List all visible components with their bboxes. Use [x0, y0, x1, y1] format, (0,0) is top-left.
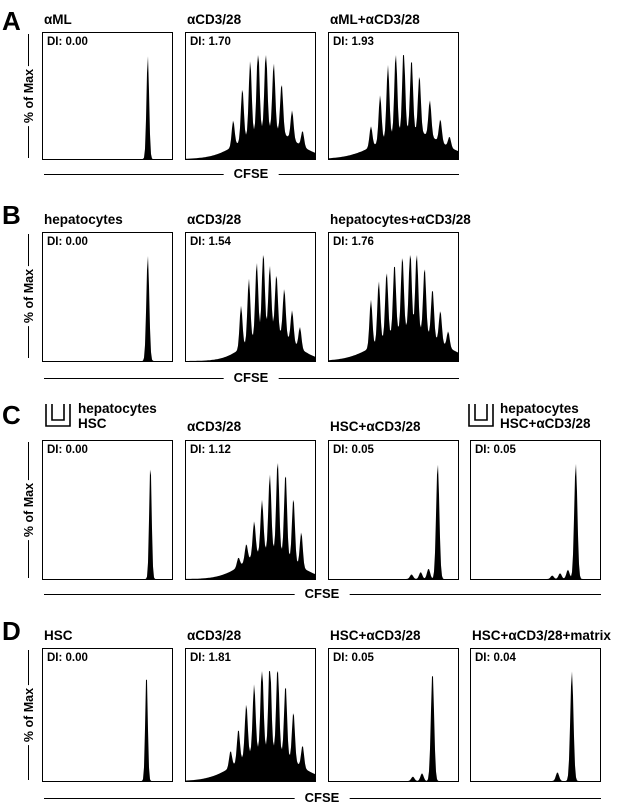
- y-axis-text: % of Max: [22, 479, 36, 541]
- plot-title: αML: [44, 12, 72, 27]
- panel-b: B hepatocytes αCD3/28 hepatocytes+αCD3/2…: [0, 196, 629, 390]
- division-index: DI: 0.04: [475, 652, 516, 664]
- histogram-plot: DI: 1.70: [185, 32, 316, 160]
- plot-title-line: hepatocytes: [500, 401, 579, 416]
- plot-title: hepatocytes HSC+αCD3/28: [500, 401, 590, 431]
- histogram-plot: DI: 0.00: [42, 648, 173, 782]
- panel-label: A: [2, 6, 21, 36]
- histogram-fill: [471, 671, 600, 781]
- histogram-plot: DI: 0.05: [470, 440, 601, 580]
- histogram-plot: DI: 0.00: [42, 32, 173, 160]
- histogram-plot: DI: 1.81: [185, 648, 316, 782]
- histogram-fill: [43, 256, 172, 361]
- plot-title: hepatocytes HSC: [78, 401, 157, 431]
- panel-d: D HSC αCD3/28 HSC+αCD3/28 HSC+αCD3/28+ma…: [0, 614, 629, 805]
- plot-title: αCD3/28: [187, 212, 242, 227]
- division-index: DI: 0.05: [333, 444, 374, 456]
- histogram-fill: [43, 469, 172, 579]
- histogram-plot: DI: 0.04: [470, 648, 601, 782]
- division-index: DI: 0.00: [47, 36, 88, 48]
- histogram-fill: [43, 56, 172, 159]
- division-index: DI: 0.05: [333, 652, 374, 664]
- panel-c: C hepatocytes HSC αCD3/28 HSC+αCD3/28 he…: [0, 400, 629, 606]
- panel-label: C: [2, 400, 21, 430]
- histogram-plot: DI: 1.76: [328, 232, 459, 362]
- plot-title: αCD3/28: [187, 628, 242, 643]
- histogram-fill: [186, 55, 315, 159]
- histogram-plot: DI: 1.54: [185, 232, 316, 362]
- histogram-plot: DI: 0.05: [328, 648, 459, 782]
- y-axis-label: % of Max: [18, 34, 40, 158]
- division-index: DI: 0.05: [475, 444, 516, 456]
- plot-title: HSC+αCD3/28: [330, 628, 421, 643]
- coculture-bracket-icon: [45, 404, 71, 427]
- x-axis-label: CFSE: [294, 790, 350, 805]
- panel-label: B: [2, 200, 21, 230]
- plot-title: HSC+αCD3/28+matrix: [472, 628, 611, 643]
- x-axis-label: CFSE: [223, 166, 279, 181]
- division-index: DI: 1.81: [190, 652, 231, 664]
- histogram-fill: [186, 255, 315, 361]
- histogram-fill: [186, 463, 315, 579]
- y-axis-text: % of Max: [22, 65, 36, 127]
- histogram-fill: [329, 464, 458, 579]
- histogram-plot: DI: 0.05: [328, 440, 459, 580]
- division-index: DI: 1.54: [190, 236, 231, 248]
- plot-title: hepatocytes: [44, 212, 123, 227]
- division-index: DI: 1.93: [333, 36, 374, 48]
- histogram-plot: DI: 0.00: [42, 440, 173, 580]
- division-index: DI: 0.00: [47, 652, 88, 664]
- division-index: DI: 1.76: [333, 236, 374, 248]
- x-axis-label: CFSE: [294, 586, 350, 601]
- division-index: DI: 1.70: [190, 36, 231, 48]
- histogram-fill: [471, 463, 600, 579]
- histogram-fill: [329, 676, 458, 781]
- y-axis-text: % of Max: [22, 265, 36, 327]
- plot-title: HSC: [44, 628, 73, 643]
- plot-title-line: HSC: [78, 416, 107, 431]
- x-axis-label: CFSE: [223, 370, 279, 385]
- plot-title: αCD3/28: [187, 419, 242, 434]
- histogram-plot: DI: 1.12: [185, 440, 316, 580]
- histogram-plot: DI: 1.93: [328, 32, 459, 160]
- plot-title: αCD3/28: [187, 12, 242, 27]
- histogram-fill: [43, 679, 172, 781]
- division-index: DI: 0.00: [47, 444, 88, 456]
- histogram-fill: [329, 55, 458, 159]
- histogram-plot: DI: 0.00: [42, 232, 173, 362]
- plot-title-line: HSC+αCD3/28: [500, 416, 591, 431]
- histogram-fill: [329, 255, 458, 361]
- y-axis-text: % of Max: [22, 684, 36, 746]
- plot-title-line: hepatocytes: [78, 401, 157, 416]
- y-axis-label: % of Max: [18, 650, 40, 780]
- histogram-fill: [186, 671, 315, 781]
- division-index: DI: 1.12: [190, 444, 231, 456]
- y-axis-label: % of Max: [18, 234, 40, 358]
- plot-title: hepatocytes+αCD3/28: [330, 212, 471, 227]
- coculture-bracket-icon: [468, 404, 494, 427]
- panel-label: D: [2, 616, 21, 646]
- plot-title: αML+αCD3/28: [330, 12, 420, 27]
- panel-a: A αML αCD3/28 αML+αCD3/28 % of Max DI: 0…: [0, 0, 629, 190]
- plot-title: HSC+αCD3/28: [330, 419, 421, 434]
- division-index: DI: 0.00: [47, 236, 88, 248]
- y-axis-label: % of Max: [18, 442, 40, 578]
